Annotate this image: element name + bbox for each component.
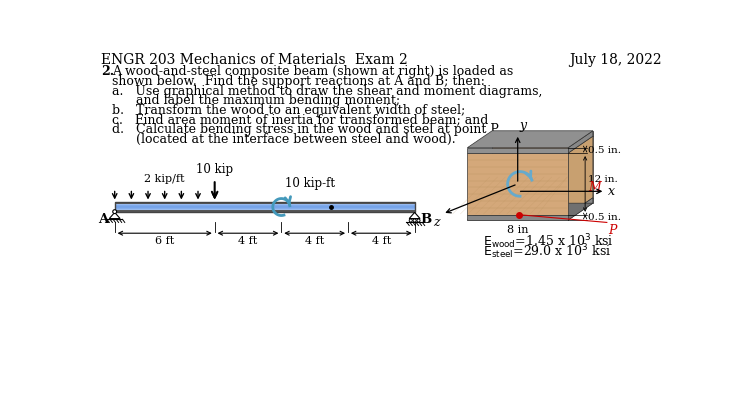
Text: y: y [519,119,526,131]
Text: ENGR 203 Mechanics of Materials: ENGR 203 Mechanics of Materials [100,53,345,67]
Text: shown below.  Find the support reactions at A and B; then:: shown below. Find the support reactions … [112,75,484,88]
Text: 6 ft: 6 ft [155,236,174,246]
Text: z: z [433,216,440,229]
Text: M: M [589,181,601,193]
Circle shape [413,219,416,222]
Polygon shape [467,215,568,220]
Text: P: P [609,224,617,237]
Text: a.   Use graphical method to draw the shear and moment diagrams,: a. Use graphical method to draw the shea… [112,85,542,98]
Text: d.   Calculate bending stress in the wood and steel at point P: d. Calculate bending stress in the wood … [112,123,498,136]
Text: A: A [98,213,109,226]
Text: 2 kip/ft: 2 kip/ft [144,174,185,184]
Text: c.   Find area moment of inertia for transformed beam; and: c. Find area moment of inertia for trans… [112,114,488,127]
Polygon shape [568,198,593,220]
Text: b.   Transform the wood to an equivalent width of steel;: b. Transform the wood to an equivalent w… [112,104,465,117]
Polygon shape [568,131,593,153]
Text: 4 ft: 4 ft [372,236,391,246]
Text: (located at the interface between steel and wood).: (located at the interface between steel … [112,133,455,146]
Polygon shape [492,131,593,136]
Text: x: x [608,185,615,198]
Text: 10 kip-ft: 10 kip-ft [285,177,336,190]
Text: 8 in: 8 in [507,225,528,235]
Text: $\mathrm{E_{wood}}$=1.45 x 10$^3$ ksi: $\mathrm{E_{wood}}$=1.45 x 10$^3$ ksi [483,232,614,251]
Polygon shape [409,212,420,219]
Text: 4 ft: 4 ft [305,236,324,246]
Text: 4 ft: 4 ft [238,236,257,246]
Text: B: B [421,213,432,226]
Polygon shape [467,131,593,148]
Polygon shape [492,136,593,198]
Polygon shape [467,148,568,153]
Polygon shape [467,203,593,220]
Circle shape [113,210,117,214]
Polygon shape [109,212,120,219]
Polygon shape [467,153,568,215]
Text: 2.: 2. [100,66,114,78]
Text: July 18, 2022: July 18, 2022 [569,53,662,67]
Text: 10 kip: 10 kip [196,163,233,176]
Circle shape [409,219,412,222]
Text: 0.5 in.: 0.5 in. [589,146,621,155]
Polygon shape [568,136,593,215]
Text: 12 in.: 12 in. [589,175,618,184]
Text: Exam 2: Exam 2 [355,53,408,67]
Bar [115,202,414,212]
Text: A wood-and-steel composite beam (shown at right) is loaded as: A wood-and-steel composite beam (shown a… [112,66,513,78]
Polygon shape [492,198,593,203]
Text: and label the maximum bending moment;: and label the maximum bending moment; [112,94,400,107]
Text: $\mathrm{E_{steel}}$=29.0 x 10$^3$ ksi: $\mathrm{E_{steel}}$=29.0 x 10$^3$ ksi [483,243,611,261]
Circle shape [417,219,420,222]
Text: 0.5 in.: 0.5 in. [589,213,621,222]
